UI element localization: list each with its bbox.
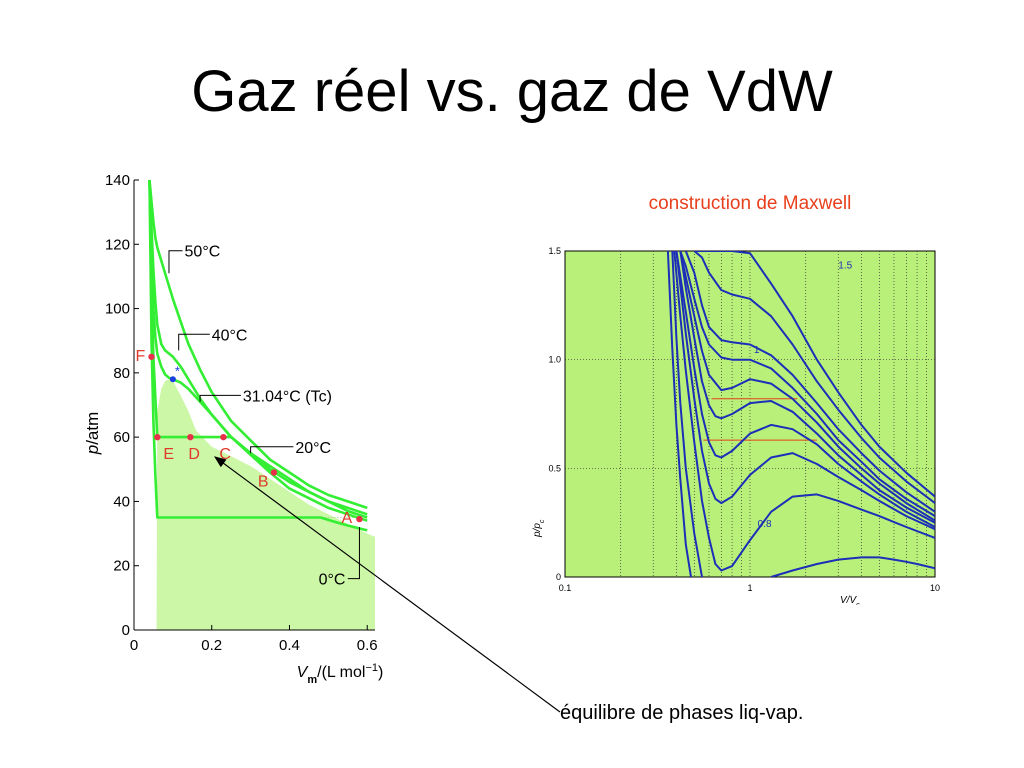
y-tick-label: 20	[113, 558, 130, 575]
point-label-F: F	[135, 348, 145, 365]
point-label-A: A	[341, 510, 352, 527]
maxwell-lines	[703, 398, 817, 441]
label-20c: 20°C	[295, 440, 331, 457]
real-gas-isotherm-chart: 50°C 40°C 31.04°C (Tc) 20°C 0°C F E D C B A * 0 20 4…	[83, 172, 384, 686]
y-tick-label: 80	[113, 365, 130, 382]
two-phase-dome	[156, 379, 375, 630]
right-y-tick-label: 0	[556, 572, 561, 582]
vdw-isotherm-4	[679, 251, 935, 522]
point-F	[148, 353, 155, 360]
right-x-tick-label: 10	[930, 583, 940, 593]
point-C	[220, 433, 227, 441]
y-tick-label: 0	[122, 622, 130, 639]
vdw-label-1: 1	[754, 345, 760, 356]
vdw-isotherm-7	[675, 251, 935, 531]
point-B	[270, 469, 278, 476]
right-x-tick-label: 0.1	[559, 583, 572, 593]
vdw-isotherm-0	[694, 251, 935, 498]
vdw-isotherm-9	[671, 251, 703, 577]
point-label-E: E	[163, 446, 174, 463]
point-A	[356, 515, 363, 523]
right-y-axis-label: p/pc	[532, 519, 546, 538]
vdw-isotherm-3	[679, 251, 935, 517]
y-tick-label: 140	[105, 172, 130, 189]
right-x-tick-label: 1	[747, 583, 752, 593]
callout-leader-50c	[168, 250, 183, 274]
point-E	[154, 433, 161, 441]
vdw-isotherm-8	[673, 251, 935, 572]
y-tick-label: 40	[113, 493, 130, 510]
x-tick-label: 0	[130, 637, 138, 654]
vdw-curves	[666, 251, 935, 577]
label-tc: 31.04°C (Tc)	[243, 388, 332, 405]
y-tick-label: 60	[113, 429, 130, 446]
point-label-B: B	[258, 474, 269, 491]
vdw-isotherm-6	[675, 251, 935, 528]
right-y-tick-label: 1.0	[548, 355, 561, 365]
callout-leader-20c	[250, 446, 294, 454]
x-tick-label: 0.4	[279, 637, 300, 654]
label-50c: 50°C	[185, 244, 221, 261]
x-tick-label: 0.2	[201, 637, 222, 654]
right-y-tick-label: 0.5	[548, 463, 561, 473]
critical-point-label: *	[175, 363, 180, 378]
vdw-label-2: 0.8	[758, 519, 772, 530]
phase-equilibrium-caption: équilibre de phases liq-vap.	[560, 702, 804, 724]
vdw-curve-labels: 1.5 1 0.8	[754, 260, 853, 530]
vdw-isotherm-chart: 1.5 1 0.8 0 0.5 1.0 1.5 0.1 1 10 p/pc V/Vc	[532, 246, 940, 605]
left-y-axis-label: p/atm	[83, 412, 102, 456]
vdw-isotherm-1	[693, 251, 935, 504]
right-y-tick-label: 1.5	[548, 246, 561, 256]
right-x-axis-label: V/Vc	[840, 595, 860, 605]
two-phase-region	[156, 379, 375, 630]
callout-leader-tc	[199, 394, 241, 402]
x-tick-label: 0.6	[357, 637, 378, 654]
vdw-isotherm-2	[684, 251, 935, 513]
left-x-axis-label: Vm/(L mol−1)	[297, 662, 384, 686]
point-label-D: D	[188, 446, 200, 463]
vdw-label-0: 1.5	[838, 260, 852, 271]
y-tick-label: 100	[105, 301, 130, 318]
point-D	[187, 433, 194, 441]
maxwell-chart-title: construction de Maxwell	[648, 193, 852, 214]
point-label-C: C	[219, 446, 231, 463]
y-tick-label: 120	[105, 236, 130, 253]
label-0c: 0°C	[319, 572, 346, 589]
vdw-isotherm-11	[770, 556, 935, 577]
critical-point	[169, 376, 176, 383]
vdw-isotherm-10	[666, 251, 692, 577]
vdw-isotherm-5	[679, 251, 935, 524]
slide-title: Gaz réel vs. gaz de VdW	[191, 59, 833, 124]
callout-leader-40c	[178, 333, 210, 351]
label-40c: 40°C	[212, 327, 248, 344]
